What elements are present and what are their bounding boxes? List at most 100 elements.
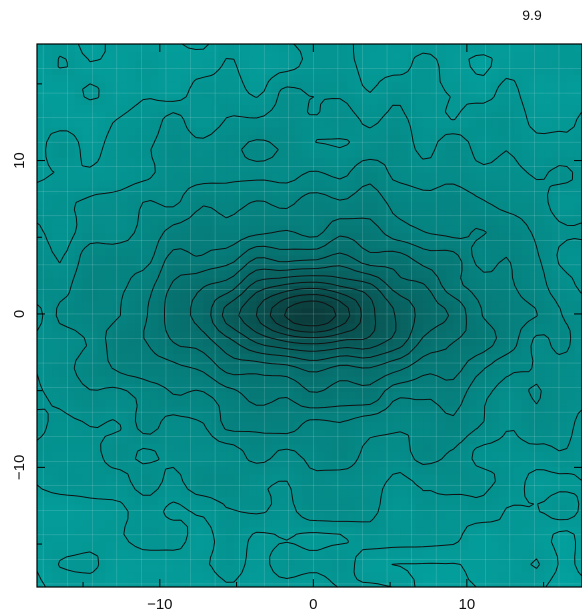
heatmap-cell: [415, 466, 424, 475]
heatmap-cell: [165, 209, 174, 219]
heatmap-cell: [506, 292, 515, 302]
heatmap-cell: [544, 390, 553, 400]
heatmap-cell: [248, 406, 258, 415]
heatmap-cell: [377, 428, 386, 437]
heatmap-cell: [44, 81, 53, 90]
heatmap-cell: [74, 307, 84, 317]
heatmap-cell: [256, 149, 265, 158]
heatmap-cell: [173, 225, 182, 234]
heatmap-cell: [97, 126, 106, 136]
heatmap-cell: [218, 375, 227, 384]
heatmap-cell: [89, 315, 99, 324]
heatmap-cell: [112, 323, 121, 332]
heatmap-cell: [430, 89, 439, 98]
heatmap-cell: [218, 571, 227, 581]
heatmap-cell: [566, 398, 576, 407]
heatmap-cell: [120, 488, 129, 498]
heatmap-cell: [339, 134, 348, 143]
heatmap-cell: [112, 541, 121, 550]
heatmap-cell: [127, 571, 136, 581]
heatmap-cell: [203, 119, 212, 128]
heatmap-cell: [301, 488, 311, 498]
heatmap-cell: [241, 179, 250, 188]
heatmap-cell: [105, 270, 114, 279]
heatmap-cell: [286, 126, 295, 136]
heatmap-cell: [218, 353, 227, 362]
heatmap-cell: [362, 285, 371, 294]
heatmap-cell: [347, 466, 356, 475]
heatmap-cell: [74, 534, 84, 543]
heatmap-cell: [362, 368, 371, 377]
heatmap-cell: [370, 104, 379, 113]
heatmap-cell: [165, 277, 174, 286]
heatmap-cell: [445, 338, 454, 347]
heatmap-cell: [506, 473, 515, 483]
heatmap-cell: [574, 172, 582, 181]
heatmap-cell: [226, 473, 235, 483]
heatmap-cell: [218, 89, 227, 98]
heatmap-cell: [536, 504, 545, 513]
heatmap-cell: [301, 81, 311, 90]
heatmap-cell: [59, 315, 68, 324]
heatmap-cell: [203, 66, 212, 75]
heatmap-cell: [241, 315, 250, 324]
heatmap-cell: [67, 458, 76, 467]
heatmap-cell: [142, 89, 152, 98]
heatmap-cell: [476, 383, 485, 392]
heatmap-cell: [476, 564, 485, 573]
heatmap-cell: [324, 368, 333, 377]
heatmap-cell: [354, 194, 364, 203]
heatmap-cell: [407, 119, 417, 128]
heatmap-cell: [173, 345, 182, 354]
heatmap-cell: [438, 126, 447, 136]
heatmap-cell: [74, 443, 84, 452]
heatmap-cell: [248, 398, 258, 407]
heatmap-cell: [407, 406, 417, 415]
heatmap-cell: [74, 89, 84, 98]
heatmap-cell: [544, 74, 553, 83]
heatmap-cell: [286, 262, 295, 271]
heatmap-cell: [52, 96, 61, 105]
heatmap-cell: [324, 413, 333, 422]
heatmap-cell: [476, 390, 485, 400]
heatmap-cell: [59, 466, 68, 475]
heatmap-cell: [52, 247, 61, 256]
heatmap-cell: [279, 315, 288, 324]
heatmap-cell: [362, 413, 371, 422]
heatmap-cell: [536, 202, 545, 211]
heatmap-cell: [453, 202, 462, 211]
heatmap-cell: [150, 375, 159, 384]
heatmap-cell: [271, 179, 280, 188]
heatmap-cell: [430, 209, 439, 219]
heatmap-cell: [370, 413, 379, 422]
heatmap-cell: [97, 307, 106, 317]
heatmap-cell: [377, 571, 386, 581]
heatmap-cell: [173, 172, 182, 181]
heatmap-cell: [377, 300, 386, 309]
heatmap-cell: [544, 142, 553, 151]
heatmap-cell: [165, 307, 174, 317]
heatmap-cell: [142, 571, 152, 581]
heatmap-cell: [566, 390, 576, 400]
heatmap-cell: [430, 534, 439, 543]
heatmap-cell: [536, 81, 545, 90]
heatmap-cell: [423, 481, 432, 490]
heatmap-cell: [158, 526, 167, 535]
heatmap-cell: [498, 225, 507, 234]
heatmap-cell: [203, 142, 212, 151]
heatmap-cell: [574, 511, 582, 520]
heatmap-cell: [574, 74, 582, 83]
heatmap-cell: [438, 262, 447, 271]
heatmap-cell: [241, 345, 250, 354]
heatmap-cell: [127, 232, 136, 241]
heatmap-cell: [370, 564, 379, 573]
heatmap-cell: [506, 134, 515, 143]
heatmap-cell: [362, 345, 371, 354]
heatmap-cell: [226, 428, 235, 437]
heatmap-cell: [165, 172, 174, 181]
heatmap-cell: [248, 111, 258, 121]
heatmap-cell: [241, 262, 250, 271]
heatmap-cell: [120, 451, 129, 460]
heatmap-cell: [52, 511, 61, 520]
heatmap-cell: [460, 383, 470, 392]
